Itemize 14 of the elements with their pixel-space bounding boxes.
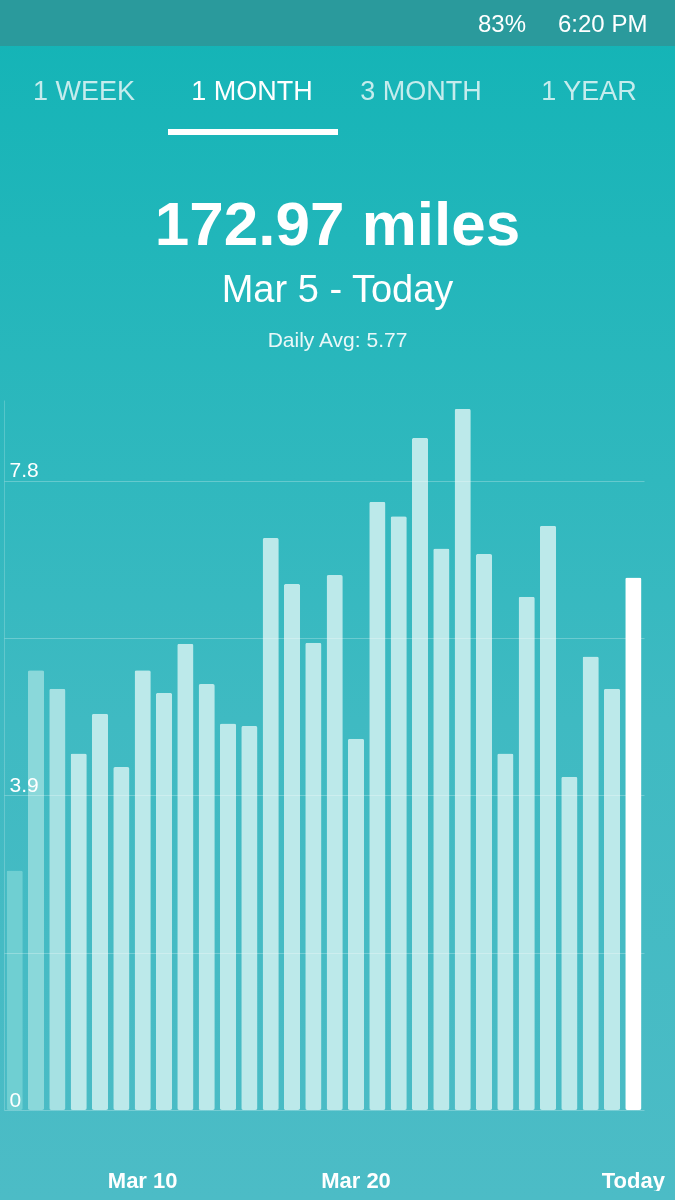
text: 83%: [478, 10, 527, 38]
chart-title: 172.97 miles: [153, 188, 522, 259]
text: 6:20 PM: [558, 10, 648, 38]
x-tick-label: Mar 20: [321, 1167, 391, 1193]
y-tick-label: 7.8: [9, 458, 39, 482]
y-tick-label: 0: [9, 1087, 22, 1111]
text: 3 MONTH: [360, 76, 482, 107]
text: 1 YEAR: [541, 76, 637, 107]
text: 1 WEEK: [32, 76, 136, 107]
text: Daily Avg: 5.77: [266, 328, 409, 352]
y-tick-label: 3.9: [9, 772, 39, 796]
x-tick-label: Mar 10: [107, 1167, 178, 1193]
chart-subtitle: Mar 5 - Today: [220, 268, 455, 311]
text: 1 MONTH: [191, 76, 313, 107]
